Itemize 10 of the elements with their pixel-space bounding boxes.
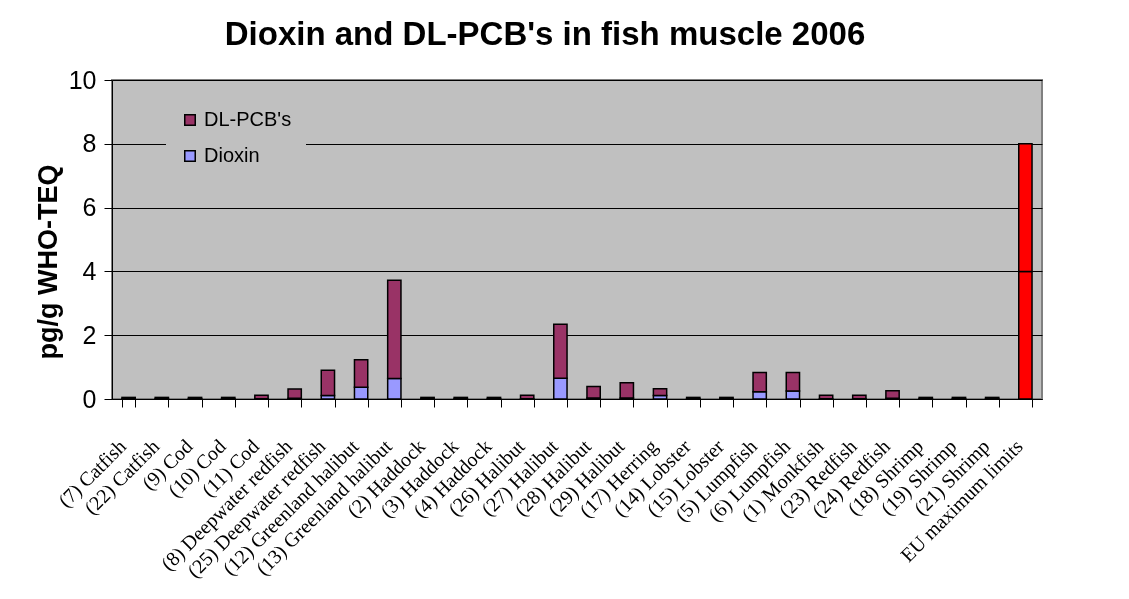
legend-label: DL-PCB's	[204, 108, 292, 130]
y-tick-label: 6	[82, 193, 97, 222]
chart-title: Dioxin and DL-PCB's in fish muscle 2006	[224, 15, 866, 52]
y-tick-label: 8	[82, 129, 97, 158]
y-axis-title: pg/g WHO-TEQ	[32, 164, 63, 360]
legend-label: Dioxin	[204, 144, 260, 166]
y-tick-label: 2	[82, 320, 97, 349]
y-tick-label: 0	[82, 384, 97, 413]
y-tick-label: 4	[82, 256, 97, 285]
y-tick-label: 10	[68, 65, 97, 94]
